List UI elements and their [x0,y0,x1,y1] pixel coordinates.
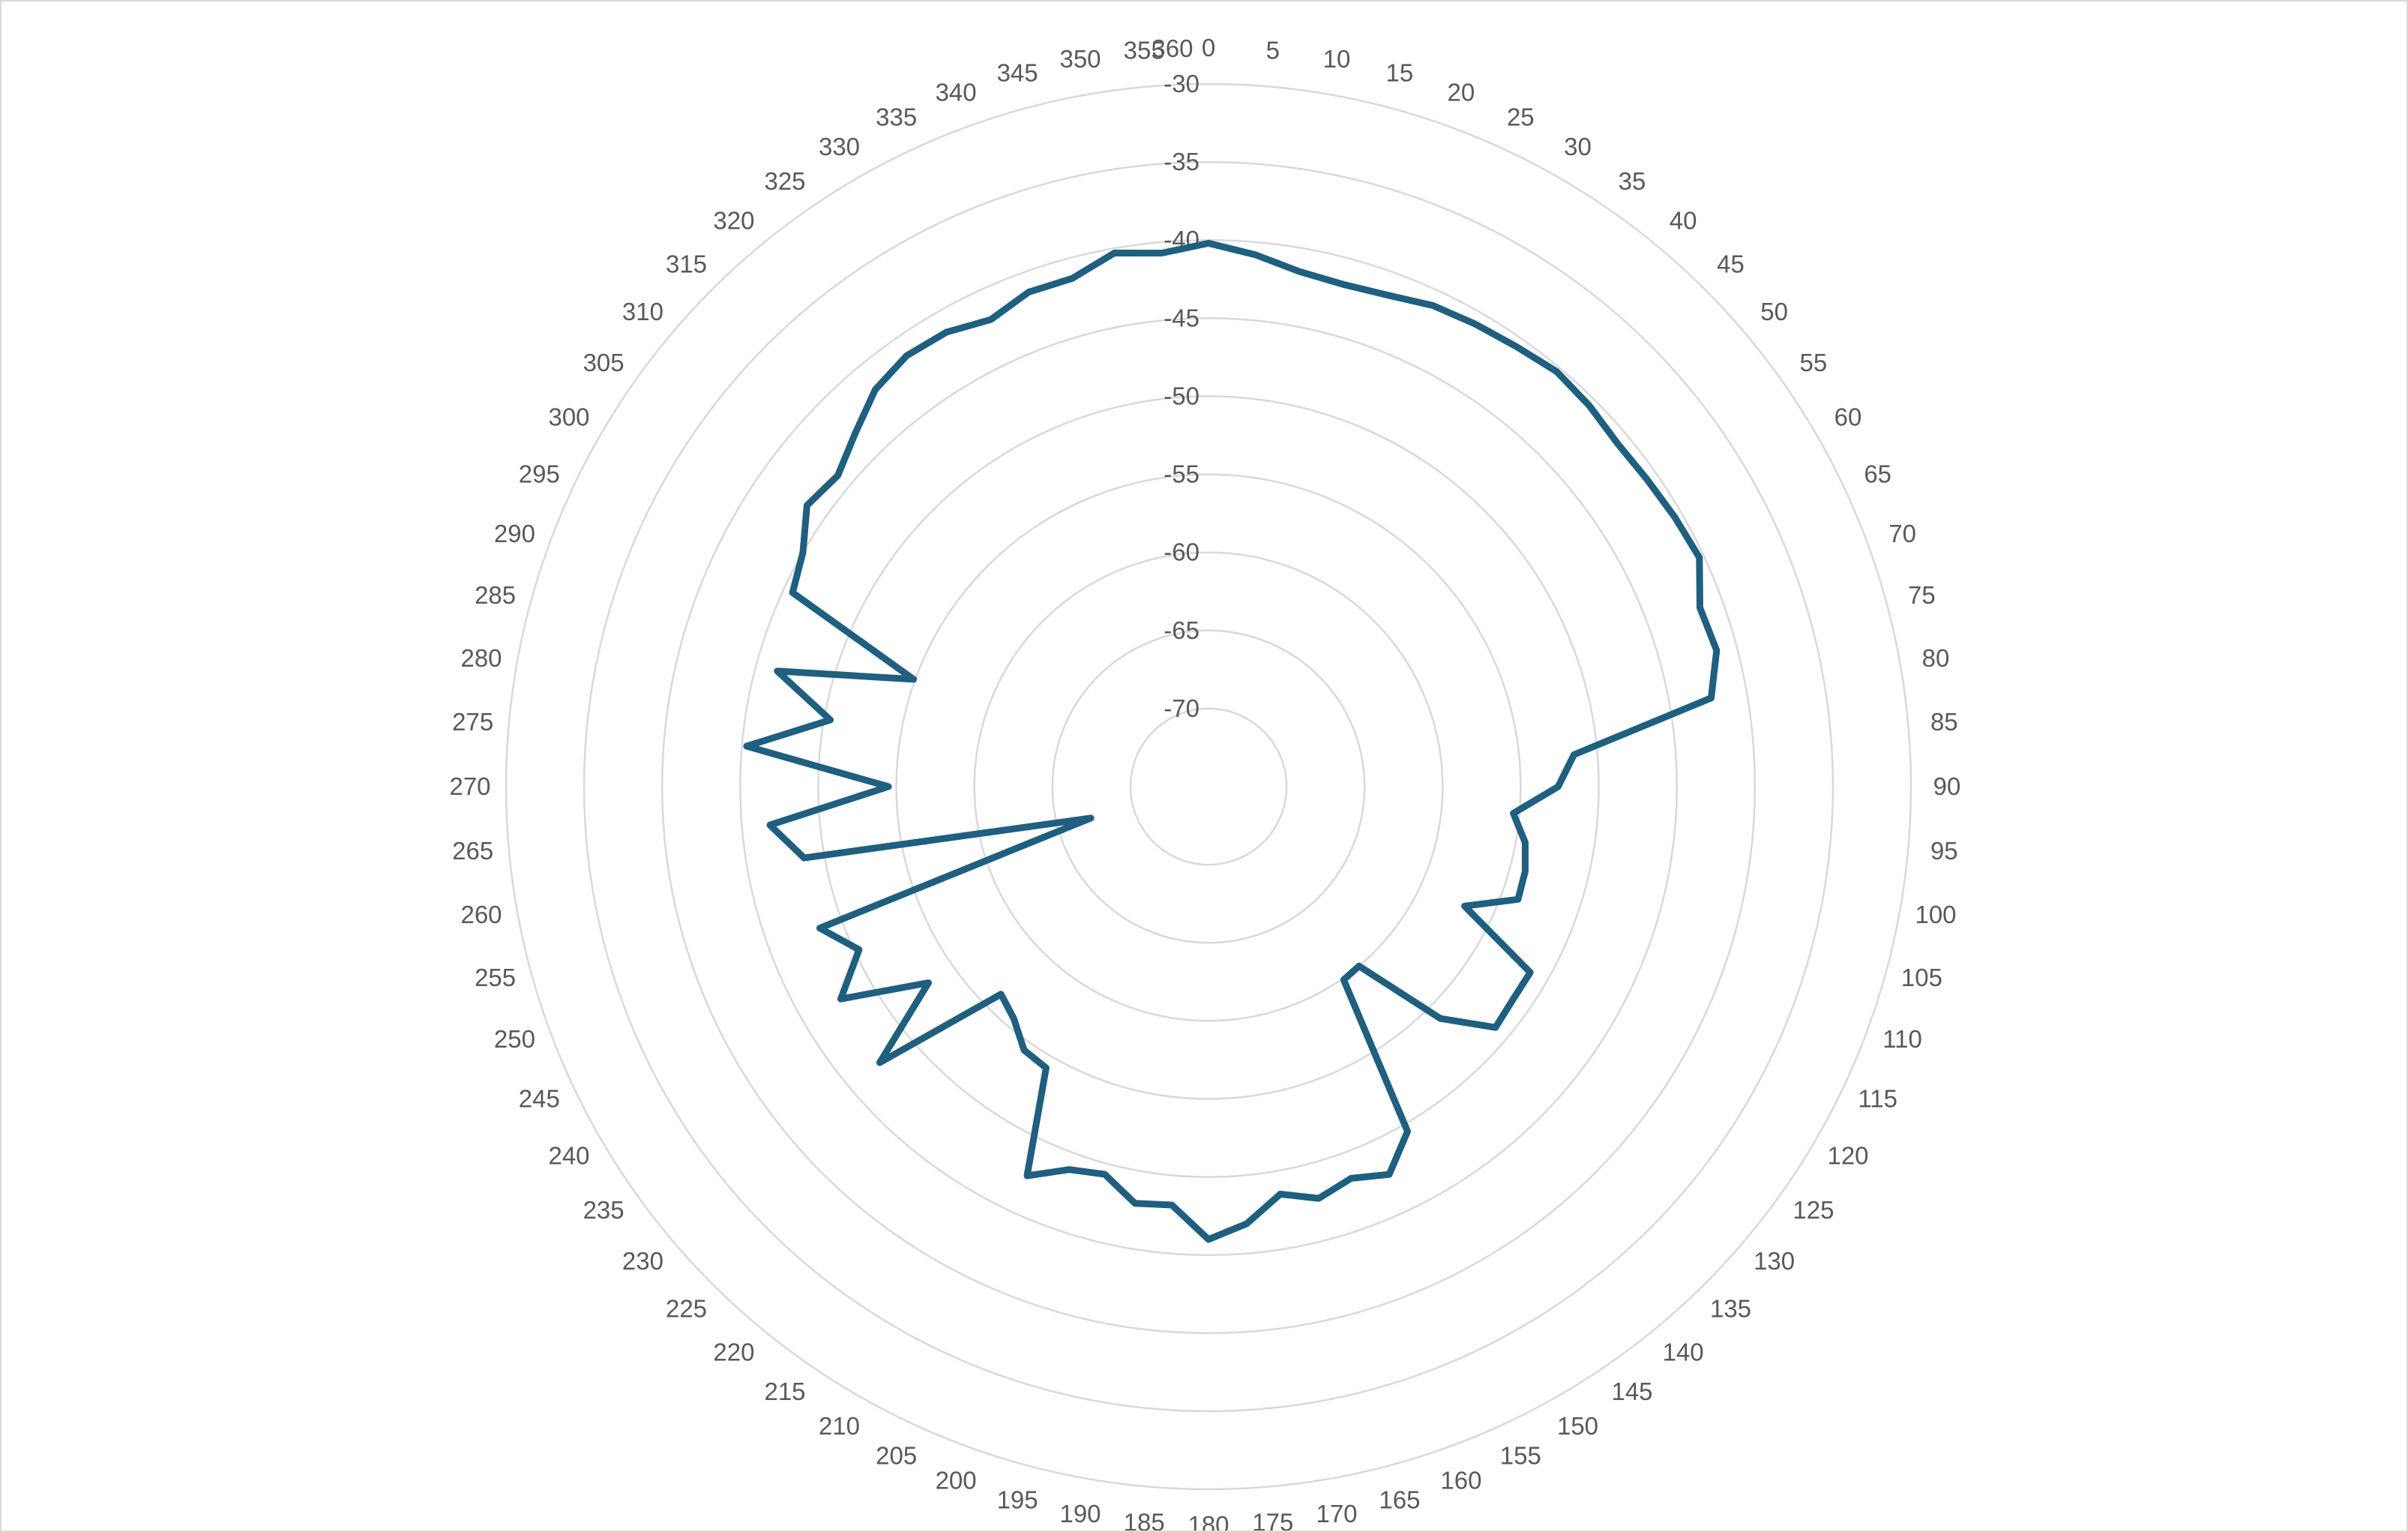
angle-tick-label: 180 [1188,1511,1229,1531]
angle-tick-label: 275 [452,708,493,736]
angle-tick-label: 230 [622,1247,663,1275]
angle-tick-label: 40 [1670,206,1697,234]
radial-grid [505,82,1912,1491]
radial-tick-label: -60 [1164,538,1200,566]
angle-tick-label: 265 [452,837,493,865]
radial-tick-label: -55 [1164,460,1200,488]
angle-tick-label: 55 [1800,349,1828,376]
angle-tick-label: 35 [1619,167,1646,195]
grid-ring [583,160,1834,1413]
angle-tick-label: 240 [548,1142,589,1170]
angle-tick-label: 150 [1557,1412,1598,1440]
grid-ring [739,317,1678,1256]
angle-tick-label: 60 [1834,403,1862,431]
angle-tick-label: 290 [494,520,535,547]
angle-tick-label: 80 [1922,644,1950,672]
angle-tick-label: 120 [1827,1142,1868,1170]
radial-tick-label: -65 [1164,616,1200,644]
angle-tick-label: 235 [583,1196,624,1224]
angle-tick-label: 185 [1124,1508,1165,1531]
angle-tick-label: 270 [449,772,490,800]
angle-tick-label: 205 [876,1442,917,1470]
grid-ring [1051,629,1366,944]
radial-tick-label: -35 [1164,148,1200,175]
series-line [743,239,1721,1243]
angle-tick-label: 155 [1500,1442,1541,1470]
grid-ring [1129,707,1288,866]
angle-tick-label: 345 [997,59,1038,87]
angle-tick-label: 195 [997,1486,1038,1513]
angle-tick-label: 170 [1316,1500,1357,1528]
grid-ring [817,395,1600,1178]
angle-tick-label: 340 [936,78,977,106]
angle-tick-label: 75 [1908,581,1936,609]
angle-tick-label: 100 [1915,901,1956,928]
angle-tick-label: 325 [764,167,805,195]
angle-tick-label: 245 [519,1084,560,1112]
angle-tick-label: 20 [1448,78,1475,106]
angle-tick-label: 25 [1507,103,1535,130]
angle-tick-label: 115 [1858,1084,1897,1112]
angle-tick-label: 15 [1386,59,1414,87]
angle-tick-label: 85 [1930,708,1958,736]
angle-tick-label: 250 [494,1025,535,1053]
angle-tick-label: 215 [764,1378,805,1405]
radial-axis-labels: -70-65-60-55-50-45-40-35-30 [1164,70,1200,722]
grid-ring [895,473,1522,1100]
angle-tick-label: 45 [1717,250,1745,278]
angle-tick-label: 135 [1710,1295,1751,1323]
angle-tick-label: 125 [1793,1196,1834,1224]
radial-tick-label: -50 [1164,382,1200,409]
angle-tick-label: 145 [1611,1378,1652,1405]
angle-tick-label: 200 [936,1467,977,1495]
radial-tick-label: -30 [1164,70,1200,97]
grid-ring [973,551,1444,1022]
angle-tick-label: 5 [1266,37,1280,64]
angle-tick-label: 220 [713,1339,754,1366]
angle-tick-label: 70 [1888,520,1916,547]
angle-tick-label: 90 [1933,772,1961,800]
angle-tick-label: 130 [1754,1247,1795,1275]
angle-tick-label: 315 [666,250,707,278]
angle-tick-label: 310 [622,298,663,325]
angle-tick-label: 255 [475,964,516,991]
angle-tick-label: 300 [548,403,589,431]
angle-tick-label: 225 [666,1295,707,1323]
angle-tick-label: 95 [1930,837,1958,865]
angle-tick-label: 165 [1379,1486,1420,1513]
grid-ring [505,82,1912,1491]
angle-tick-label: 330 [819,133,860,160]
angle-tick-label: 305 [583,349,624,376]
angle-tick-label: 10 [1323,45,1351,73]
angle-tick-label: 110 [1882,1025,1922,1053]
angle-tick-label: 140 [1663,1339,1704,1366]
angle-tick-label: 160 [1440,1467,1481,1495]
angle-tick-label: 355 [1124,37,1165,64]
angle-tick-label: 210 [819,1412,860,1440]
data-series [743,239,1721,1243]
radial-tick-label: -45 [1164,304,1200,331]
angle-tick-label: 175 [1252,1508,1293,1531]
angle-tick-label: 335 [876,103,917,130]
angle-tick-label: 280 [460,644,502,672]
angle-tick-label: 105 [1901,964,1942,991]
angle-tick-label: 190 [1059,1500,1101,1528]
angle-tick-label: 0 [1202,34,1215,61]
angle-tick-label: 30 [1564,133,1592,160]
angle-tick-label: 320 [713,206,754,234]
angle-tick-label: 65 [1864,460,1891,488]
angle-tick-label: 285 [475,581,516,609]
angle-tick-label: 295 [519,460,560,488]
angle-tick-label: 50 [1760,298,1788,325]
angle-tick-label: 260 [460,901,502,928]
radial-tick-label: -70 [1164,694,1200,722]
angle-tick-label: 360 [1152,34,1193,62]
angle-tick-label: 350 [1059,45,1101,73]
